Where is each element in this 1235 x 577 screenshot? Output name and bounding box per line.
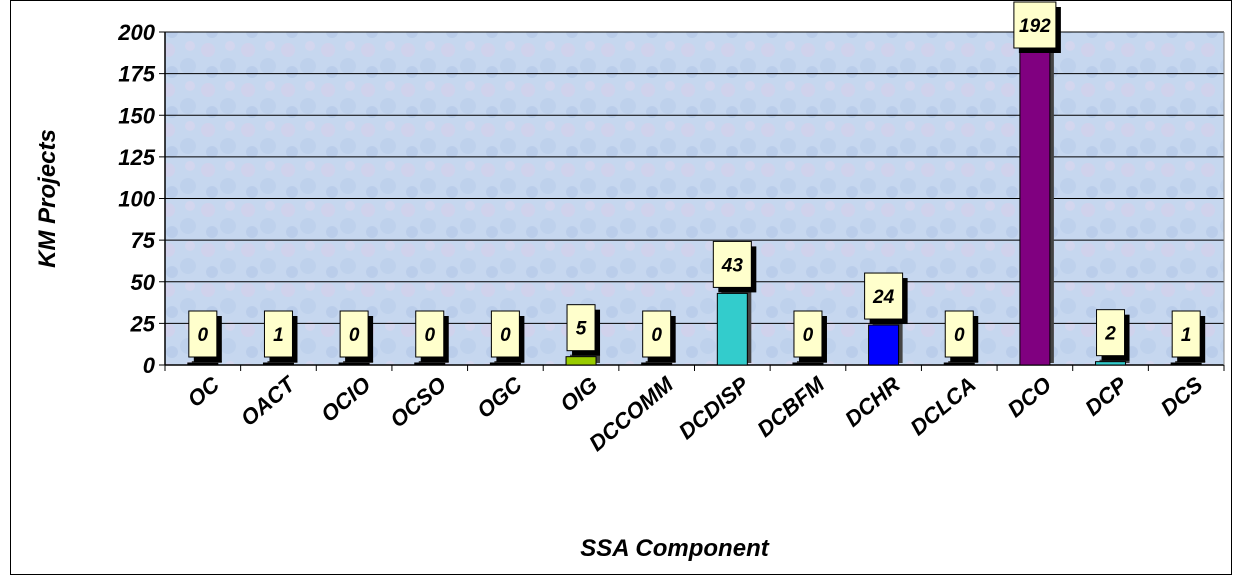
data-label: 0 [198, 325, 209, 346]
y-tick-label: 200 [117, 20, 155, 45]
x-tick-label: DCBFM [752, 371, 829, 442]
y-tick-label: 175 [118, 62, 155, 87]
data-label-box [1096, 309, 1126, 357]
bar-oig [565, 356, 597, 366]
data-label: 24 [872, 287, 895, 308]
x-tick-label: DCLCA [905, 372, 980, 441]
data-label: 0 [651, 325, 662, 346]
y-tick-label: 0 [143, 353, 156, 378]
y-tick-label: 100 [118, 187, 155, 212]
data-label-box [793, 310, 823, 358]
x-tick-label: DCO [1003, 372, 1057, 423]
bar-dcbfm [792, 362, 824, 366]
x-tick-label: DCDISP [674, 371, 754, 444]
data-label-box [944, 310, 974, 358]
bar-dco [1019, 44, 1051, 366]
data-label-box [188, 310, 218, 358]
data-labels: 0 1 0 0 0 5 0 43 0 24 0 192 2 1 [188, 1, 1206, 362]
y-tick-label: 75 [131, 228, 156, 253]
bar-dccomm [641, 362, 673, 366]
y-tick-label: 125 [118, 145, 155, 170]
data-label-box [263, 310, 293, 358]
data-label-box [415, 310, 445, 358]
data-label: 5 [576, 319, 587, 340]
data-label: 1 [1181, 325, 1192, 346]
x-tick-label: DCHR [840, 372, 905, 432]
bar-oc [187, 362, 219, 366]
x-tick-label: OCSO [385, 372, 451, 433]
bar-ocio [338, 362, 370, 366]
x-tick-label: OIG [555, 372, 602, 417]
bar-oact [262, 362, 294, 366]
data-label-box [339, 310, 369, 358]
bars [187, 43, 1206, 366]
bar-dcs [1170, 362, 1202, 366]
y-tick-label: 50 [131, 270, 156, 295]
y-tick-label: 25 [130, 311, 156, 336]
bar-dcdisp [716, 292, 748, 366]
data-label-box [1171, 310, 1201, 358]
data-label: 0 [803, 325, 814, 346]
x-tick-label: OGC [472, 371, 527, 423]
bar-dchr [868, 324, 900, 366]
y-axis-ticks: 0 25 50 75 100 125 150 175 200 [117, 20, 165, 378]
data-label-box [1013, 1, 1057, 49]
x-tick-label: OCIO [316, 372, 375, 427]
data-label: 43 [721, 255, 744, 276]
x-tick-label: DCP [1080, 371, 1132, 420]
x-tick-label: DCS [1156, 371, 1208, 420]
bar-dclca [943, 362, 975, 366]
x-tick-label: OC [183, 371, 225, 412]
data-label-box [864, 272, 904, 320]
data-label-box [642, 310, 672, 358]
data-label: 0 [954, 325, 965, 346]
x-tick-label: DCCOMM [584, 371, 678, 456]
y-axis-title: KM Projects [34, 129, 61, 268]
data-label: 2 [1104, 324, 1116, 345]
x-axis-title: SSA Component [580, 535, 769, 562]
data-label-box [490, 310, 520, 358]
bar-ogc [489, 362, 521, 366]
bar-ocso [414, 362, 446, 366]
data-label-box [712, 240, 752, 288]
data-label: 0 [500, 325, 511, 346]
data-label: 0 [424, 325, 435, 346]
data-label: 0 [349, 325, 360, 346]
y-tick-label: 150 [118, 103, 155, 128]
data-label: 1 [273, 325, 284, 346]
data-label: 192 [1019, 16, 1051, 37]
bar-dcp [1095, 361, 1127, 366]
x-tick-label: OACT [236, 371, 301, 431]
data-label-box [566, 304, 596, 352]
